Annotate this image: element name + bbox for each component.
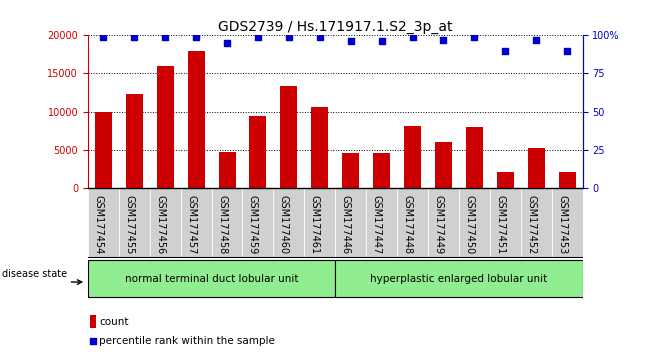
Point: [408, 34, 418, 40]
Bar: [428, 188, 459, 258]
Bar: [187, 51, 204, 188]
Bar: [219, 152, 236, 188]
Point: [88, 338, 98, 344]
Point: [562, 48, 572, 53]
Bar: [311, 107, 328, 188]
Text: GSM177460: GSM177460: [279, 195, 289, 254]
Bar: [366, 188, 397, 258]
Text: normal terminal duct lobular unit: normal terminal duct lobular unit: [125, 274, 298, 284]
Point: [284, 34, 294, 40]
Bar: [118, 188, 150, 258]
Bar: [342, 153, 359, 188]
Bar: [88, 261, 335, 297]
Point: [253, 34, 263, 40]
Title: GDS2739 / Hs.171917.1.S2_3p_at: GDS2739 / Hs.171917.1.S2_3p_at: [218, 21, 452, 34]
Point: [222, 40, 232, 46]
Bar: [181, 188, 212, 258]
Bar: [551, 188, 583, 258]
Bar: [373, 153, 390, 188]
Bar: [397, 188, 428, 258]
Bar: [459, 188, 490, 258]
Text: hyperplastic enlarged lobular unit: hyperplastic enlarged lobular unit: [370, 274, 547, 284]
Text: percentile rank within the sample: percentile rank within the sample: [99, 336, 275, 346]
Point: [346, 39, 356, 44]
Point: [160, 34, 171, 40]
Text: GSM177455: GSM177455: [124, 195, 134, 254]
Point: [191, 34, 201, 40]
Point: [314, 34, 325, 40]
Bar: [528, 148, 545, 188]
Text: GSM177448: GSM177448: [402, 195, 413, 254]
Text: GSM177457: GSM177457: [186, 195, 196, 254]
Point: [438, 37, 449, 43]
Bar: [490, 188, 521, 258]
Text: GSM177461: GSM177461: [310, 195, 320, 254]
Bar: [521, 188, 551, 258]
Text: GSM177451: GSM177451: [495, 195, 505, 254]
Point: [469, 34, 480, 40]
Text: GSM177452: GSM177452: [526, 195, 536, 254]
Point: [376, 39, 387, 44]
Point: [98, 34, 109, 40]
Point: [129, 34, 139, 40]
Text: GSM177454: GSM177454: [93, 195, 104, 254]
Bar: [335, 188, 366, 258]
Bar: [335, 261, 583, 297]
Text: GSM177447: GSM177447: [372, 195, 381, 254]
Bar: [157, 66, 174, 188]
Text: GSM177458: GSM177458: [217, 195, 227, 254]
Bar: [281, 86, 298, 188]
Text: count: count: [99, 316, 128, 327]
Bar: [559, 172, 575, 188]
Text: GSM177459: GSM177459: [248, 195, 258, 254]
Point: [531, 37, 542, 43]
Bar: [126, 94, 143, 188]
Text: GSM177453: GSM177453: [557, 195, 567, 254]
Bar: [304, 188, 335, 258]
Bar: [242, 188, 273, 258]
Bar: [404, 126, 421, 188]
Text: GSM177450: GSM177450: [464, 195, 475, 254]
Bar: [273, 188, 304, 258]
Text: GSM177446: GSM177446: [340, 195, 351, 254]
Bar: [95, 112, 112, 188]
Text: GSM177449: GSM177449: [434, 195, 443, 254]
Bar: [497, 172, 514, 188]
Bar: [150, 188, 180, 258]
Point: [500, 48, 510, 53]
Bar: [466, 127, 483, 188]
Text: disease state: disease state: [2, 269, 67, 279]
Bar: [90, 315, 96, 329]
Bar: [212, 188, 242, 258]
Text: GSM177456: GSM177456: [155, 195, 165, 254]
Bar: [88, 188, 118, 258]
Bar: [435, 142, 452, 188]
Bar: [249, 116, 266, 188]
